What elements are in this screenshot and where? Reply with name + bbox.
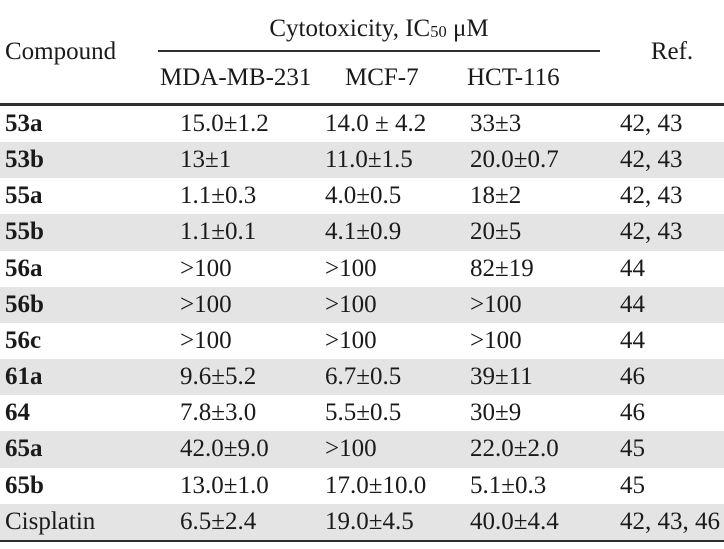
hct-116-cell: 18±2 xyxy=(470,182,522,210)
table-row: Cisplatin 6.5±2.4 19.0±4.5 40.0±4.4 42, … xyxy=(0,503,724,540)
ref-cell: 46 xyxy=(620,399,645,427)
hct-116-cell: 20.0±0.7 xyxy=(470,146,559,174)
table-row: 65a 42.0±9.0 >100 22.0±2.0 45 xyxy=(0,431,724,468)
table-row: 65b 13.0±1.0 17.0±10.0 5.1±0.3 45 xyxy=(0,468,724,504)
ref-cell: 42, 43 xyxy=(620,110,683,137)
header-divider-rule xyxy=(0,103,724,106)
mcf-7-cell: >100 xyxy=(325,254,377,282)
compound-cell: 61a xyxy=(5,363,43,391)
compound-cell: 64 xyxy=(5,399,30,427)
mda-mb-231-cell: 13±1 xyxy=(180,146,232,174)
compound-cell: 65b xyxy=(5,471,44,499)
compound-cell: 56a xyxy=(5,254,43,282)
hct-116-cell: 20±5 xyxy=(470,218,522,246)
hct-116-cell: >100 xyxy=(470,326,522,354)
table-row: 53b 13±1 11.0±1.5 20.0±0.7 42, 43 xyxy=(0,142,724,179)
table-row: 64 7.8±3.0 5.5±0.5 30±9 46 xyxy=(0,395,724,431)
ref-cell: 44 xyxy=(620,254,645,282)
cell-line-subheaders: MDA-MB-231 MCF-7 HCT-116 xyxy=(158,52,600,103)
column-header-mcf-7: MCF-7 xyxy=(345,64,419,91)
table-row: 56c >100 >100 >100 44 xyxy=(0,323,724,359)
compound-cell: 55b xyxy=(5,218,44,246)
mcf-7-cell: >100 xyxy=(325,326,377,354)
mda-mb-231-cell: >100 xyxy=(180,290,232,318)
table-row: 61a 9.6±5.2 6.7±0.5 39±11 46 xyxy=(0,359,724,396)
mcf-7-cell: >100 xyxy=(325,290,377,318)
column-header-hct-116: HCT-116 xyxy=(467,64,560,91)
ref-cell: 46 xyxy=(620,363,645,391)
table-row: 55b 1.1±0.1 4.1±0.9 20±5 42, 43 xyxy=(0,214,724,251)
compound-column-header: Compound xyxy=(5,37,117,65)
mda-mb-231-cell: 13.0±1.0 xyxy=(180,471,269,499)
mda-mb-231-cell: >100 xyxy=(180,254,232,282)
spanner-title-prefix: Cytotoxicity, IC xyxy=(269,15,431,42)
compound-cell: Cisplatin xyxy=(5,507,96,535)
compound-cell: 53b xyxy=(5,146,44,174)
mda-mb-231-cell: 42.0±9.0 xyxy=(180,435,269,463)
ref-cell: 44 xyxy=(620,326,645,354)
ref-cell: 42, 43 xyxy=(620,218,683,246)
hct-116-cell: 22.0±2.0 xyxy=(470,435,559,463)
ref-cell: 42, 43 xyxy=(620,146,683,174)
ref-cell: 45 xyxy=(620,435,645,463)
hct-116-cell: 33±3 xyxy=(470,110,522,137)
table-row: 53a 15.0±1.2 14.0 ± 4.2 33±3 42, 43 xyxy=(0,106,724,142)
table-header: Compound Cytotoxicity, IC 50 μM MDA-MB-23… xyxy=(0,0,724,103)
mcf-7-cell: >100 xyxy=(325,435,377,463)
table-row: 56a >100 >100 82±19 44 xyxy=(0,251,724,287)
ref-column-header: Ref. xyxy=(650,37,694,65)
cytotoxicity-spanner: Cytotoxicity, IC 50 μM MDA-MB-231 MCF-7 H… xyxy=(158,0,600,103)
ref-cell: 42, 43 xyxy=(620,182,683,210)
mcf-7-cell: 11.0±1.5 xyxy=(325,146,413,174)
mcf-7-cell: 4.1±0.9 xyxy=(325,218,402,246)
spanner-title-suffix: μM xyxy=(446,15,489,42)
spanner-rule xyxy=(158,50,600,52)
mcf-7-cell: 6.7±0.5 xyxy=(325,363,402,391)
mcf-7-cell: 17.0±10.0 xyxy=(325,471,427,499)
hct-116-cell: >100 xyxy=(470,290,522,318)
spanner-title: Cytotoxicity, IC 50 μM xyxy=(269,15,489,42)
hct-116-cell: 39±11 xyxy=(470,363,533,391)
compound-cell: 65a xyxy=(5,435,43,463)
compound-cell: 55a xyxy=(5,182,43,210)
mda-mb-231-cell: 1.1±0.1 xyxy=(180,218,257,246)
hct-116-cell: 30±9 xyxy=(470,399,522,427)
mda-mb-231-cell: 9.6±5.2 xyxy=(180,363,257,391)
hct-116-cell: 40.0±4.4 xyxy=(470,507,559,535)
compound-cell: 53a xyxy=(5,110,43,137)
mda-mb-231-cell: 15.0±1.2 xyxy=(180,110,269,137)
table-row: 56b >100 >100 >100 44 xyxy=(0,286,724,323)
mda-mb-231-cell: 7.8±3.0 xyxy=(180,399,257,427)
hct-116-cell: 5.1±0.3 xyxy=(470,471,547,499)
mcf-7-cell: 19.0±4.5 xyxy=(325,507,414,535)
hct-116-cell: 82±19 xyxy=(470,254,534,282)
table-body: 53a 15.0±1.2 14.0 ± 4.2 33±3 42, 43 53b … xyxy=(0,106,724,540)
compound-cell: 56b xyxy=(5,290,44,318)
ref-cell: 45 xyxy=(620,471,645,499)
column-header-mda-mb-231: MDA-MB-231 xyxy=(160,64,312,91)
table-row: 55a 1.1±0.3 4.0±0.5 18±2 42, 43 xyxy=(0,178,724,214)
mcf-7-cell: 5.5±0.5 xyxy=(325,399,402,427)
ref-cell: 42, 43, 46 xyxy=(620,507,720,535)
ref-cell: 44 xyxy=(620,290,645,318)
mda-mb-231-cell: 6.5±2.4 xyxy=(180,507,257,535)
mda-mb-231-cell: 1.1±0.3 xyxy=(180,182,257,210)
table-bottom-rule xyxy=(0,540,724,542)
mda-mb-231-cell: >100 xyxy=(180,326,232,354)
mcf-7-cell: 4.0±0.5 xyxy=(325,182,402,210)
compound-cell: 56c xyxy=(5,326,42,354)
mcf-7-cell: 14.0 ± 4.2 xyxy=(325,110,427,137)
